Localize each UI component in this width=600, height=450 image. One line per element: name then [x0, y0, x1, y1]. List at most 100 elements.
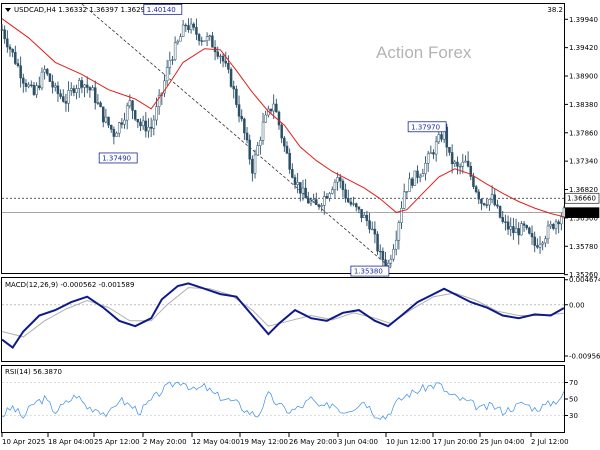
candle-body: [16, 63, 20, 67]
candle-body: [176, 40, 180, 44]
x-tick-label: 2 May 20:00: [143, 438, 187, 446]
candle-body: [157, 95, 161, 107]
candle-body: [309, 201, 313, 204]
candle-body: [155, 106, 158, 121]
candle-body: [208, 35, 212, 37]
candle-body: [362, 214, 366, 219]
candle-body: [418, 175, 422, 178]
macd-y-tick-label: 0.00: [569, 301, 585, 309]
candle-body: [27, 84, 30, 87]
dropdown-triangle-icon[interactable]: [5, 8, 11, 12]
price-plot: 1.39940 1.39420 1.38900 1.38380 1.37860 1.373…: [0, 3, 600, 279]
candle-body: [386, 262, 390, 266]
candle-body: [149, 126, 153, 129]
rsi-y-tick-label: 30: [569, 412, 578, 420]
candle-body: [402, 191, 406, 209]
candle-body: [466, 160, 470, 167]
candle-body: [75, 88, 78, 93]
candle-body: [107, 116, 110, 126]
candle-body: [304, 187, 307, 199]
candle-body: [450, 152, 454, 164]
candle-body: [46, 69, 49, 75]
candle-body: [251, 158, 254, 174]
level-price-label: 1.36660: [567, 195, 596, 203]
x-tick-label: 18 Apr 04:00: [48, 438, 94, 446]
candle-body: [133, 110, 137, 120]
candle-body: [544, 238, 547, 244]
candle-body: [48, 73, 52, 82]
candle-body: [426, 153, 430, 164]
candle-body: [205, 36, 209, 42]
rsi-plot: RSI(14) 56.3870 70 50 30: [1, 368, 578, 420]
x-tick-label: 10 Apr 2025: [2, 438, 45, 446]
candle-body: [320, 205, 323, 207]
candle-body: [83, 84, 86, 88]
price-y-tick-label: 1.36300: [569, 214, 598, 222]
candle-body: [536, 245, 539, 248]
candle-body: [91, 87, 94, 91]
candle-body: [285, 145, 289, 154]
candle-body: [120, 122, 124, 125]
candle-body: [560, 216, 563, 225]
candle-body: [317, 204, 321, 207]
rsi-y-tick-label: 70: [569, 379, 578, 387]
candle-body: [59, 93, 62, 97]
candle-body: [261, 121, 265, 141]
candle-body: [32, 84, 36, 95]
candle-body: [227, 62, 230, 70]
candle-body: [24, 83, 28, 87]
candle-body: [520, 223, 523, 236]
candle-body: [432, 152, 435, 155]
candle-body: [344, 189, 347, 199]
candle-body: [248, 139, 251, 160]
candle-body: [72, 88, 76, 93]
price-y-tick-label: 1.37340: [569, 158, 598, 166]
candle-body: [232, 86, 235, 90]
candle-body: [165, 67, 169, 82]
candle-body: [496, 204, 499, 207]
price-panel-frame: [1, 3, 565, 274]
candle-body: [469, 165, 473, 177]
candle-body: [101, 106, 105, 123]
last-price-label: 1.36396: [567, 209, 596, 217]
candle-body: [354, 203, 358, 208]
price-y-tick-label: 1.39940: [569, 16, 598, 24]
candle-body: [30, 84, 33, 86]
candle-body: [554, 221, 558, 229]
candle-body: [333, 181, 337, 191]
candle-body: [109, 124, 113, 130]
price-callout-box: [143, 3, 183, 15]
price-y-tick-label: 1.38900: [569, 73, 598, 81]
candle-body: [512, 226, 515, 234]
price-y-tick-label: 1.35780: [569, 243, 598, 251]
price-callout-label: 1.35380: [354, 268, 383, 276]
candle-body: [378, 250, 382, 253]
top-right-value: 38.2: [547, 6, 563, 14]
candle-body: [14, 52, 17, 64]
candle-body: [195, 27, 198, 35]
candle-body: [288, 152, 291, 170]
candle-body: [275, 103, 278, 113]
candle-body: [307, 197, 310, 204]
macd-signal-line: [1, 287, 565, 338]
candle-body: [219, 55, 222, 58]
candle-body: [283, 137, 286, 147]
watermark: Action Forex: [376, 43, 472, 62]
candle-body: [493, 194, 496, 206]
candle-body: [373, 228, 377, 235]
candle-body: [368, 220, 371, 230]
symbol-header: USDCAD,H4 1.36332 1.36397 1.36295 1.3639…: [14, 6, 181, 14]
candle-body: [187, 25, 190, 31]
candle-body: [506, 221, 510, 230]
candle-body: [429, 152, 433, 155]
x-tick-label: 17 Jun 20:00: [433, 438, 477, 446]
candle-body: [211, 35, 214, 48]
candle-body: [482, 203, 486, 205]
rsi-y-tick-label: 50: [569, 396, 578, 404]
macd-plot: MACD(12,26,9) -0.000562 -0.001589 0.00467…: [1, 276, 600, 361]
candle-body: [173, 42, 177, 60]
x-axis: 10 Apr 2025 18 Apr 04:00 25 Apr 12:00 2 May…: [1, 433, 569, 446]
rsi-title: RSI(14) 56.3870: [5, 368, 62, 376]
level-price-tag: [564, 192, 600, 204]
candle-body: [38, 85, 41, 89]
